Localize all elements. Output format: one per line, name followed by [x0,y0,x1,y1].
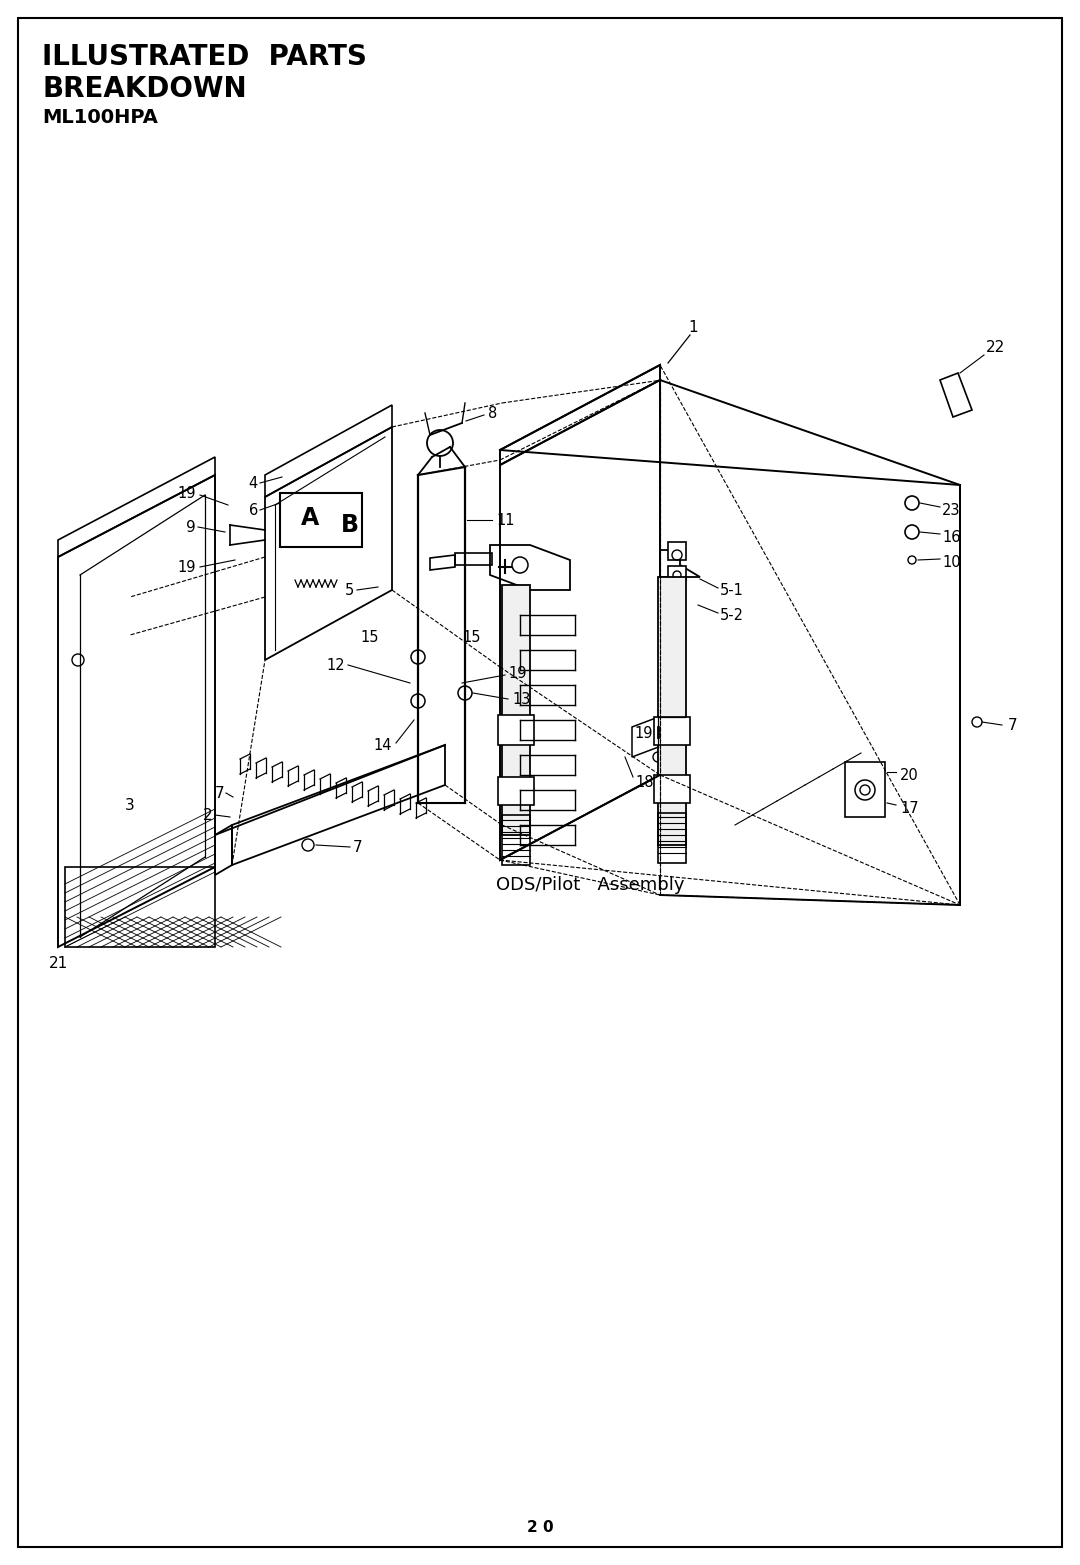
Text: 19: 19 [177,560,195,574]
Text: 13: 13 [512,692,530,706]
Text: 19: 19 [634,726,652,740]
Text: 14: 14 [374,737,392,753]
Text: 18: 18 [635,775,653,789]
Text: 4: 4 [248,476,258,490]
Text: ML100HPA: ML100HPA [42,108,158,127]
Text: 5: 5 [345,582,354,598]
Text: 7: 7 [1008,717,1017,732]
Text: 11: 11 [496,512,514,527]
Bar [280,493,362,548]
Text: 12: 12 [326,657,345,673]
Text: A: A [301,505,319,531]
Text: 16: 16 [942,529,960,545]
Bar [669,541,686,560]
Text: 5-1: 5-1 [720,582,744,598]
Text: 21: 21 [49,956,68,970]
Text: ODS/Pilot   Assembly: ODS/Pilot Assembly [496,876,685,894]
Text: 2: 2 [202,808,212,823]
Text: 7: 7 [214,786,224,801]
Bar [498,715,534,745]
Text: 23: 23 [942,502,960,518]
Bar [658,577,686,845]
Text: B: B [341,513,359,537]
Text: 9: 9 [186,520,195,535]
Text: 17: 17 [900,801,919,815]
Bar [654,775,690,803]
Text: 15: 15 [361,629,379,645]
Text: 20: 20 [900,767,919,782]
Text: 6: 6 [248,502,258,518]
Bar [654,717,690,745]
Text: 19: 19 [508,665,527,681]
Bar [658,812,686,862]
Text: 15: 15 [462,629,482,645]
Text: 3: 3 [125,798,135,812]
Text: 5-2: 5-2 [720,607,744,623]
Text: 8: 8 [488,405,497,421]
Bar [669,567,686,581]
Text: 10: 10 [942,554,960,570]
Text: 7: 7 [353,839,363,854]
Text: 1: 1 [688,319,698,335]
Text: 19: 19 [177,485,195,501]
Bar [502,815,530,865]
Text: 2 0: 2 0 [527,1520,553,1535]
Text: ILLUSTRATED  PARTS: ILLUSTRATED PARTS [42,42,367,70]
Text: 22: 22 [986,340,1005,355]
Bar [498,776,534,804]
Bar [845,762,885,817]
Bar [502,585,530,836]
Text: BREAKDOWN: BREAKDOWN [42,75,246,103]
